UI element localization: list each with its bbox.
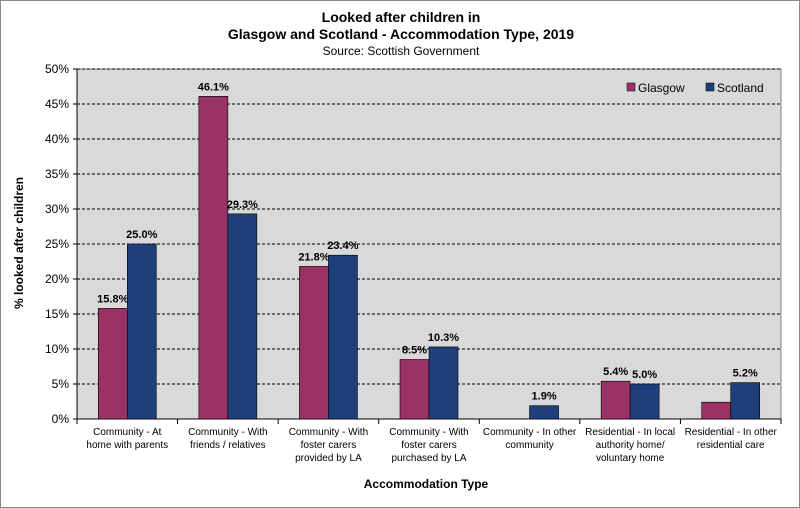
x-tick-label: purchased by LA <box>391 453 466 464</box>
legend-label-glasgow: Glasgow <box>638 81 685 95</box>
bar-glasgow <box>198 96 229 420</box>
chart-title-line-1: Looked after children in <box>322 9 481 25</box>
chart-subtitle: Source: Scottish Government <box>323 44 480 58</box>
y-tick-label: 10% <box>45 342 69 356</box>
bar-glasgow <box>97 308 128 420</box>
y-tick-label: 50% <box>45 62 69 76</box>
legend-swatch-glasgow <box>626 82 636 92</box>
legend-swatch-scotland <box>705 82 715 92</box>
y-tick-label: 5% <box>52 377 70 391</box>
bar-glasgow <box>299 266 329 420</box>
y-tick-label: 35% <box>45 167 69 181</box>
legend-label-scotland: Scotland <box>717 81 764 95</box>
bar-scotland <box>227 213 258 420</box>
bar-scotland <box>428 346 459 420</box>
bar-scotland <box>730 382 761 420</box>
data-label-scotland: 1.9% <box>532 391 557 403</box>
data-label-glasgow: 8.5% <box>402 345 427 357</box>
bar-glasgow <box>600 380 631 420</box>
x-tick-label: community <box>505 440 553 451</box>
y-axis-label: % looked after children <box>12 177 26 309</box>
x-tick-label: residential care <box>697 440 765 451</box>
bar-glasgow <box>399 359 430 420</box>
x-tick-label: Community - At <box>93 427 162 438</box>
x-tick-label: Community - With <box>188 427 267 438</box>
x-tick-label: provided by LA <box>295 453 362 464</box>
x-tick-label: Residential - In local <box>585 427 675 438</box>
data-label-glasgow: 15.8% <box>97 293 128 305</box>
bar-scotland <box>328 254 358 420</box>
data-label-scotland: 10.3% <box>428 332 459 344</box>
data-label-glasgow: 21.8% <box>298 251 329 263</box>
legend: Glasgow Scotland <box>626 81 764 95</box>
data-label-scotland: 23.4% <box>327 240 358 252</box>
x-tick-label: voluntary home <box>596 453 665 464</box>
y-tick-label: 30% <box>45 202 69 216</box>
bar-scotland <box>126 243 157 420</box>
x-tick-label: friends / relatives <box>190 440 266 451</box>
y-tick-label: 20% <box>45 272 69 286</box>
y-tick-label: 40% <box>45 132 69 146</box>
x-tick-label: foster carers <box>301 440 357 451</box>
x-tick-label: Community - In other <box>483 427 577 438</box>
x-tick-label: Community - With <box>389 427 468 438</box>
data-label-glasgow: 5.4% <box>603 366 628 378</box>
plot-area: 0% 5% 10% 15% 20% 25% 30% 35% 40% 45% 50% Community… <box>45 62 782 464</box>
data-label-scotland: 25.0% <box>126 229 157 241</box>
bar-scotland <box>529 405 559 420</box>
data-label-scotland: 5.2% <box>733 368 758 380</box>
y-tick-label: 15% <box>45 307 69 321</box>
y-tick-label: 45% <box>45 97 69 111</box>
x-tick-label: authority home/ <box>596 440 665 451</box>
x-axis-label: Accommodation Type <box>364 477 489 491</box>
x-tick-label: Community - With <box>289 427 368 438</box>
data-label-glasgow: 46.1% <box>198 81 229 93</box>
bar-glasgow <box>701 401 732 420</box>
y-tick-label: 25% <box>45 237 69 251</box>
x-tick-label: home with parents <box>86 440 168 451</box>
chart-title-line-2: Glasgow and Scotland - Accommodation Typ… <box>228 26 574 42</box>
data-label-scotland: 5.0% <box>632 369 657 381</box>
x-tick-label: foster carers <box>401 440 457 451</box>
x-tick-label: Residential - In other <box>685 427 778 438</box>
bar-scotland <box>629 383 660 420</box>
data-label-scotland: 29.3% <box>227 199 258 211</box>
y-tick-label: 0% <box>52 412 70 426</box>
